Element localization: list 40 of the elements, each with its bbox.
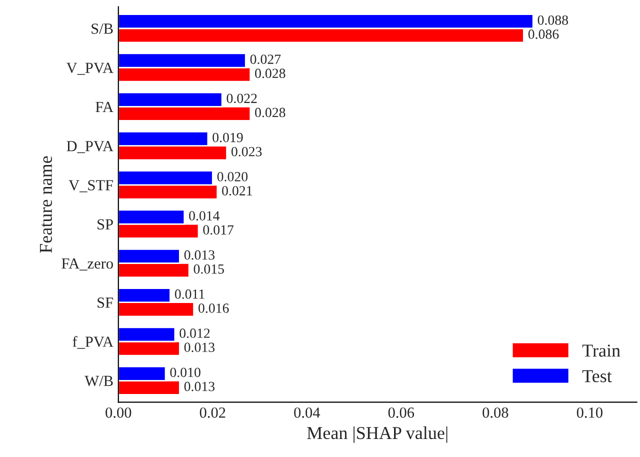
y-tick-label: f_PVA — [72, 336, 114, 349]
x-tick-label: 0.00 — [106, 407, 132, 418]
data-label: 0.020 — [217, 172, 248, 182]
y-tick-label: SF — [98, 298, 113, 308]
y-tick-label: FA_zero — [62, 258, 113, 270]
x-tick-label: 0.02 — [200, 407, 226, 418]
x-tick-label: 0.04 — [294, 407, 320, 418]
y-axis-title: Feature name — [40, 156, 52, 253]
y-tick-label: V_STF — [68, 180, 113, 192]
data-label: 0.021 — [222, 186, 252, 196]
x-tick-label: 0.08 — [482, 407, 508, 418]
data-label: 0.011 — [174, 289, 204, 299]
data-label: 0.014 — [189, 211, 220, 221]
legend-label: Test — [582, 370, 612, 382]
data-label: 0.010 — [170, 368, 200, 378]
data-label: 0.023 — [231, 146, 262, 156]
data-label: 0.019 — [212, 132, 243, 142]
x-axis-title: Mean |SHAP value| — [307, 426, 448, 443]
data-label: 0.027 — [250, 54, 281, 64]
x-tick-label: 0.06 — [388, 407, 414, 418]
y-tick-label: W/B — [84, 376, 113, 386]
data-label: 0.013 — [184, 382, 215, 392]
y-tick-label: FA — [96, 102, 114, 112]
data-label: 0.028 — [255, 108, 286, 118]
x-tick-label: 0.10 — [576, 407, 602, 418]
data-label: 0.022 — [226, 94, 257, 104]
legend-label: Train — [582, 344, 620, 357]
data-label: 0.013 — [184, 250, 215, 260]
y-tick-label: D_PVA — [66, 141, 114, 154]
data-label: 0.012 — [180, 328, 210, 338]
data-label: 0.017 — [203, 225, 234, 235]
y-tick-label: SP — [98, 219, 113, 230]
data-label: 0.016 — [198, 304, 229, 313]
data-label: 0.013 — [184, 342, 215, 352]
y-tick-label: S/B — [92, 24, 113, 34]
data-label: 0.015 — [194, 264, 224, 274]
data-label: 0.086 — [528, 30, 559, 39]
data-label: 0.028 — [255, 68, 286, 78]
data-label: 0.088 — [538, 15, 568, 25]
y-tick-label: V_PVA — [66, 62, 114, 75]
